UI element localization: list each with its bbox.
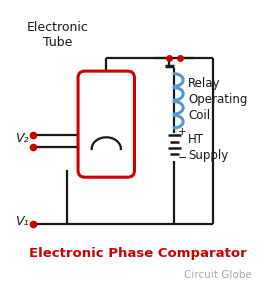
Text: V₂: V₂	[15, 132, 28, 145]
Text: −: −	[178, 153, 188, 163]
Text: +: +	[178, 128, 187, 137]
Text: V₁: V₁	[15, 215, 28, 229]
Text: Electronic
Tube: Electronic Tube	[27, 21, 89, 49]
FancyBboxPatch shape	[78, 71, 134, 177]
Text: Circuit Globe: Circuit Globe	[184, 269, 252, 279]
Text: HT
Supply: HT Supply	[188, 133, 228, 162]
Text: Relay
Operating
Coil: Relay Operating Coil	[188, 77, 248, 122]
Text: Electronic Phase Comparator: Electronic Phase Comparator	[29, 247, 246, 260]
